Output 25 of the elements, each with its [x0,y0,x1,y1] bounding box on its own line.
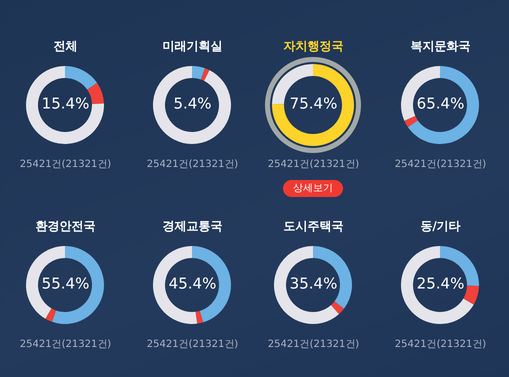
text: 25421건(21321건) [266,338,360,351]
text: 25421건(21321건) [146,158,240,171]
text: 45.4% [168,274,216,292]
text: 25421건(21321건) [266,158,360,171]
text: 15.4% [42,94,90,112]
text: 5.4% [173,94,212,112]
text: 25421건(21321건) [394,158,488,171]
chart-title: 도시주택국 [284,219,344,233]
chart-title: 환경안전국 [36,219,96,233]
chart-title: 자치행정국 [284,39,344,53]
text: 55.4% [42,274,90,292]
text: 75.4% [290,94,338,112]
chart-title: 미래기획실 [162,39,222,53]
text: 25421건(21321건) [146,338,240,351]
text: 상세보기 [283,180,343,197]
text: 25421건(21321건) [394,338,488,351]
text: 25421건(21321건) [18,338,112,351]
chart-title: 경제교통국 [162,219,222,233]
chart-title: 동/기타 [420,219,461,233]
text: 25421건(21321건) [18,158,112,171]
chart-title: 복지문화국 [410,39,470,53]
text: 35.4% [290,274,338,292]
chart-title: 전체 [54,39,78,53]
text: 25.4% [416,274,464,292]
text: 65.4% [416,94,464,112]
